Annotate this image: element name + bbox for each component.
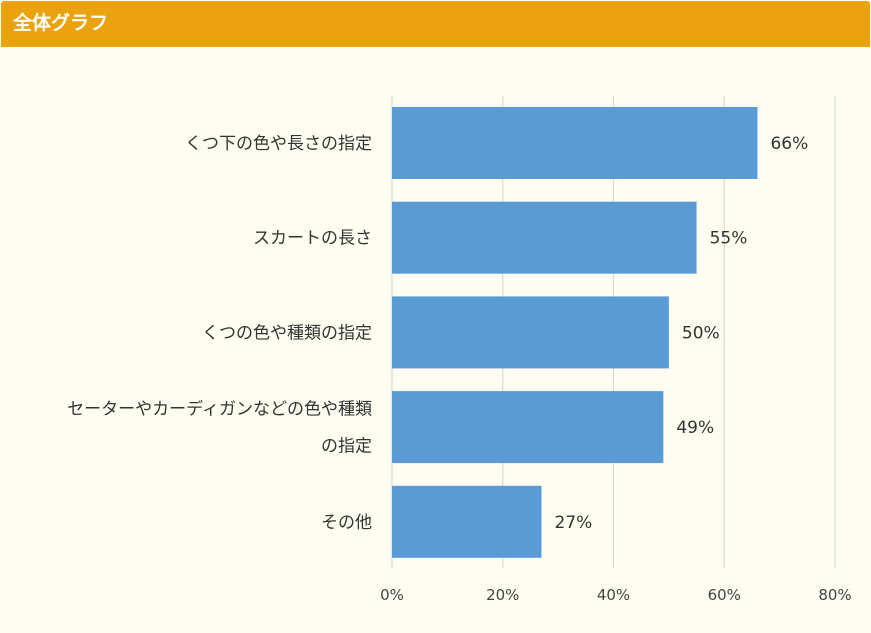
bar [392, 296, 669, 369]
category-label: スカートの長さ [253, 229, 372, 249]
data-label: 49% [676, 418, 714, 438]
panel-header: 全体グラフ [1, 1, 870, 47]
data-label: 66% [770, 134, 808, 154]
data-label: 50% [682, 323, 720, 343]
x-tick-label: 80% [818, 586, 851, 604]
data-label: 55% [710, 229, 748, 249]
bar [392, 201, 697, 274]
bar [392, 107, 758, 179]
x-tick-label: 20% [486, 586, 519, 604]
data-label: 27% [555, 513, 593, 533]
x-tick-label: 40% [597, 586, 630, 604]
category-label: くつの色や種類の指定 [202, 323, 372, 343]
x-tick-label: 0% [380, 586, 404, 604]
panel-title: 全体グラフ [13, 12, 109, 34]
bar [392, 391, 664, 464]
bar [392, 485, 542, 558]
x-tick-label: 60% [708, 586, 741, 604]
category-label: の指定 [321, 437, 372, 457]
category-label: くつ下の色や長さの指定 [185, 134, 372, 154]
category-label: セーターやカーディガンなどの色や種類 [67, 399, 372, 420]
category-label: その他 [321, 513, 372, 533]
